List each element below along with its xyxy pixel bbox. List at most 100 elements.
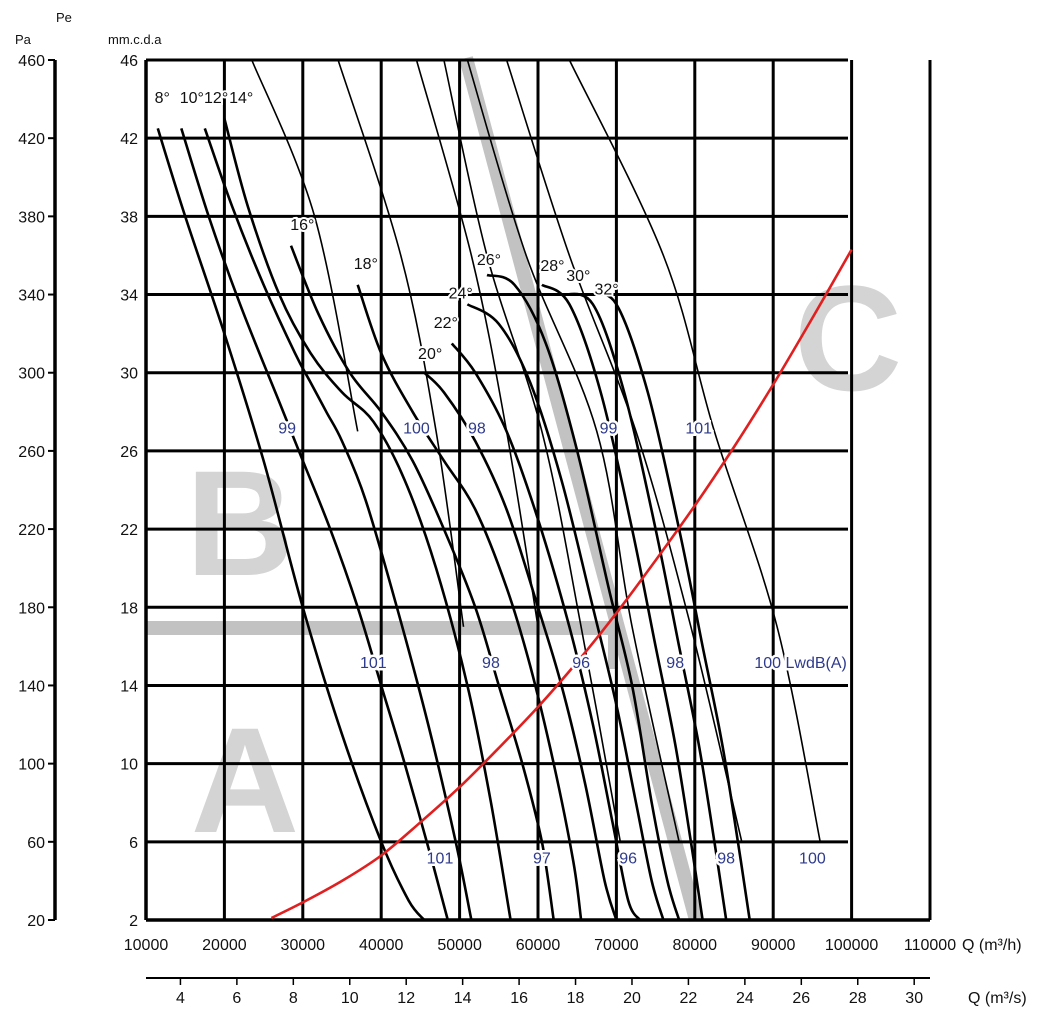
system-curve xyxy=(270,248,853,920)
pa-axis-label: Pa xyxy=(15,32,32,47)
mm-axis-label: mm.c.d.a xyxy=(108,32,162,47)
mm-tick-label: 46 xyxy=(120,53,138,70)
sound-level-label: 98 xyxy=(666,655,684,672)
sound-level-label: 100 xyxy=(403,420,430,437)
pa-tick-label: 460 xyxy=(18,53,45,70)
mm-tick-label: 10 xyxy=(120,757,138,774)
blade-angle-label-16: 16° xyxy=(290,217,314,234)
sound-level-label: 98 xyxy=(482,655,500,672)
blade-angle-label-18: 18° xyxy=(354,256,378,273)
qh-tick-label: 100000 xyxy=(825,937,878,954)
sound-iso-line-4 xyxy=(443,59,622,842)
axes: Pe Pa mm.c.d.a Q (m³/h) Q (m³/s) xyxy=(15,10,1027,1007)
sound-iso-line-6 xyxy=(505,59,743,842)
blade-curve-30deg xyxy=(561,292,728,921)
zone-letter-a: A xyxy=(191,696,299,864)
blade-angle-label-12: 12° xyxy=(204,90,228,107)
qs-tick-label: 22 xyxy=(680,990,698,1007)
qh-tick-label: 30000 xyxy=(281,937,326,954)
blade-curve-18deg xyxy=(356,284,583,921)
sound-level-label: 101 xyxy=(360,655,387,672)
system-curve-layer xyxy=(270,248,853,920)
zone-letter-c: C xyxy=(794,254,902,422)
qh-tick-label: 20000 xyxy=(202,937,247,954)
sound-level-label: 97 xyxy=(533,850,551,867)
qh-tick-label: 70000 xyxy=(594,937,639,954)
qs-tick-label: 10 xyxy=(341,990,359,1007)
blade-curve-28deg xyxy=(541,283,704,921)
pa-tick-label: 60 xyxy=(27,835,45,852)
mm-tick-label: 30 xyxy=(120,366,138,383)
chart-labels: 8° 10° 12° 14° 16° 18° 20° 22° 24°26° 28°30°32° 99… xyxy=(153,88,850,870)
qs-axis-label: Q (m³/s) xyxy=(968,990,1027,1007)
blade-angle-label-24: 24° xyxy=(449,285,473,302)
pa-tick-label: 260 xyxy=(18,444,45,461)
qh-tick-label: 40000 xyxy=(359,937,404,954)
qh-axis-label: Q (m³/h) xyxy=(962,937,1022,954)
sound-level-label: 101 xyxy=(685,420,712,437)
blade-angle-label-30: 30° xyxy=(566,268,590,285)
sound-level-label: 96 xyxy=(572,655,590,672)
qs-tick-label: 4 xyxy=(176,990,185,1007)
sound-level-label: 99 xyxy=(600,420,618,437)
zone-letters: B A C xyxy=(186,254,902,864)
pa-tick-label: 140 xyxy=(18,678,45,695)
qs-tick-label: 18 xyxy=(567,990,585,1007)
blade-curve-20deg xyxy=(423,371,618,921)
zone-letter-b: B xyxy=(186,439,294,607)
qs-tick-label: 24 xyxy=(736,990,754,1007)
qh-tick-label: 90000 xyxy=(751,937,796,954)
sound-level-label: 98 xyxy=(717,850,735,867)
mm-tick-label: 34 xyxy=(120,288,138,305)
qs-tick-label: 26 xyxy=(792,990,810,1007)
blade-angle-label-10: 10° xyxy=(180,90,204,107)
sound-level-label: 100 LwdB(A) xyxy=(754,655,847,672)
sound-iso-line-2 xyxy=(337,59,465,627)
sound-level-label: 100 xyxy=(799,850,826,867)
blade-curve-10deg xyxy=(180,128,450,921)
blade-angle-curves xyxy=(156,118,751,921)
blade-curve-32deg xyxy=(588,292,751,921)
blade-angle-label-28: 28° xyxy=(540,258,564,275)
pa-tick-label: 100 xyxy=(18,757,45,774)
qs-tick-label: 30 xyxy=(905,990,923,1007)
qs-tick-label: 20 xyxy=(623,990,641,1007)
mm-tick-label: 2 xyxy=(129,913,138,930)
qs-tick-label: 28 xyxy=(849,990,867,1007)
blade-curve-8deg xyxy=(156,128,426,921)
qs-tick-label: 16 xyxy=(510,990,528,1007)
blade-angle-label-22: 22° xyxy=(434,315,458,332)
blade-curve-24deg xyxy=(466,303,665,921)
sound-iso-line-3 xyxy=(415,59,539,627)
pa-tick-label: 220 xyxy=(18,522,45,539)
qh-tick-label: 10000 xyxy=(124,937,169,954)
sound-iso-lines xyxy=(251,59,821,842)
mm-tick-label: 6 xyxy=(129,835,138,852)
grid: 10000 20000 30000 40000 50000 60000 70000 80000… xyxy=(18,53,956,1007)
qs-tick-label: 6 xyxy=(232,990,241,1007)
qh-tick-label: 50000 xyxy=(437,937,482,954)
blade-curve-12deg xyxy=(203,127,473,921)
blade-angle-label-20: 20° xyxy=(418,346,442,363)
qh-tick-label: 110000 xyxy=(904,937,956,954)
blade-curve-16deg xyxy=(289,245,555,921)
pa-tick-label: 380 xyxy=(18,209,45,226)
sound-iso-line-5 xyxy=(466,59,680,842)
sound-iso-line-7 xyxy=(568,59,821,842)
mm-tick-label: 22 xyxy=(120,522,138,539)
blade-angle-label-8: 8° xyxy=(155,90,170,107)
zone-divider-vertical xyxy=(608,621,618,669)
blade-curve-26deg xyxy=(486,273,681,921)
pe-axis-label: Pe xyxy=(56,10,72,25)
blade-angle-label-14: 14° xyxy=(229,90,253,107)
qh-tick-label: 60000 xyxy=(516,937,561,954)
qs-tick-label: 14 xyxy=(454,990,472,1007)
qs-tick-label: 12 xyxy=(397,990,415,1007)
sound-level-label: 99 xyxy=(278,420,296,437)
pa-tick-label: 180 xyxy=(18,600,45,617)
sound-level-label: 101 xyxy=(427,850,454,867)
mm-tick-label: 14 xyxy=(120,678,138,695)
sound-level-label: 98 xyxy=(468,420,486,437)
mm-tick-label: 38 xyxy=(120,209,138,226)
